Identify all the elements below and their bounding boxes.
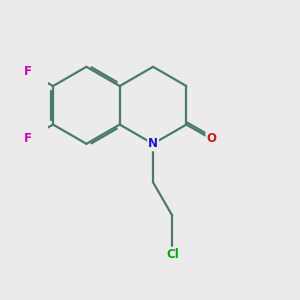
- Text: F: F: [24, 65, 32, 78]
- Text: N: N: [148, 137, 158, 150]
- Text: F: F: [24, 133, 32, 146]
- Text: Cl: Cl: [166, 248, 179, 261]
- Text: O: O: [206, 133, 216, 146]
